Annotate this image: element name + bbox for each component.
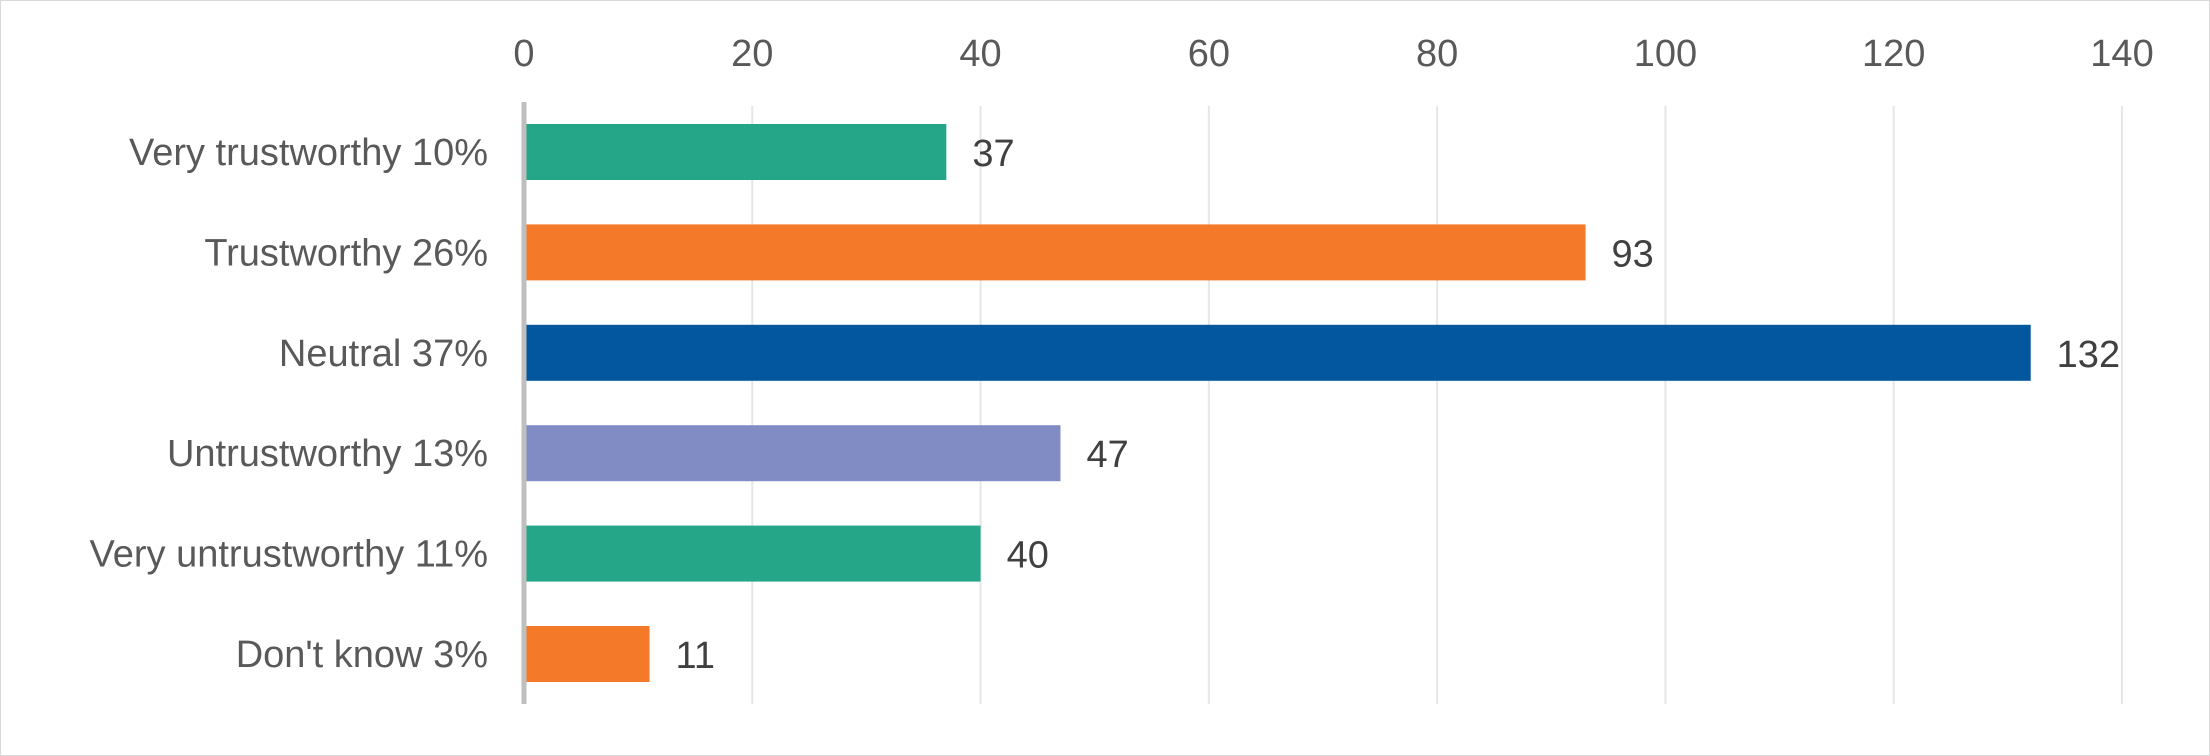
category-label-3: Neutral 37% <box>279 333 488 375</box>
data-label-5: 40 <box>1007 535 1049 577</box>
bar-4 <box>524 425 1061 482</box>
x-axis-tick-labels: 0 20 40 60 80 100 120 140 <box>513 33 2153 75</box>
bar-5 <box>524 525 981 582</box>
x-tick-label-100: 100 <box>1634 33 1697 75</box>
data-label-4: 47 <box>1086 434 1128 476</box>
bar-6 <box>524 626 650 682</box>
bar-3 <box>524 324 2031 381</box>
x-tick-label-20: 20 <box>731 33 773 75</box>
data-label-2: 93 <box>1612 233 1654 275</box>
category-label-1: Very trustworthy 10% <box>129 132 488 174</box>
data-labels: 37 93 132 47 40 11 <box>676 133 2121 677</box>
x-tick-label-120: 120 <box>1862 33 1925 75</box>
gridlines <box>751 106 2123 704</box>
x-tick-label-80: 80 <box>1416 33 1458 75</box>
data-label-1: 37 <box>972 133 1014 175</box>
category-label-2: Trustworthy 26% <box>204 232 488 274</box>
x-tick-label-140: 140 <box>2090 33 2153 75</box>
category-label-4: Untrustworthy 13% <box>167 433 488 475</box>
bar-1 <box>524 124 947 180</box>
category-label-6: Don't know 3% <box>236 634 488 676</box>
x-tick-label-40: 40 <box>959 33 1001 75</box>
bars <box>524 124 2031 682</box>
bar-2 <box>524 224 1586 281</box>
x-tick-label-60: 60 <box>1188 33 1230 75</box>
category-labels: Very trustworthy 10% Trustworthy 26% Neutr… <box>90 132 488 676</box>
data-label-3: 132 <box>2057 334 2120 376</box>
category-label-5: Very untrustworthy 11% <box>90 534 488 576</box>
data-label-6: 11 <box>676 635 715 677</box>
x-tick-label-0: 0 <box>513 33 534 75</box>
